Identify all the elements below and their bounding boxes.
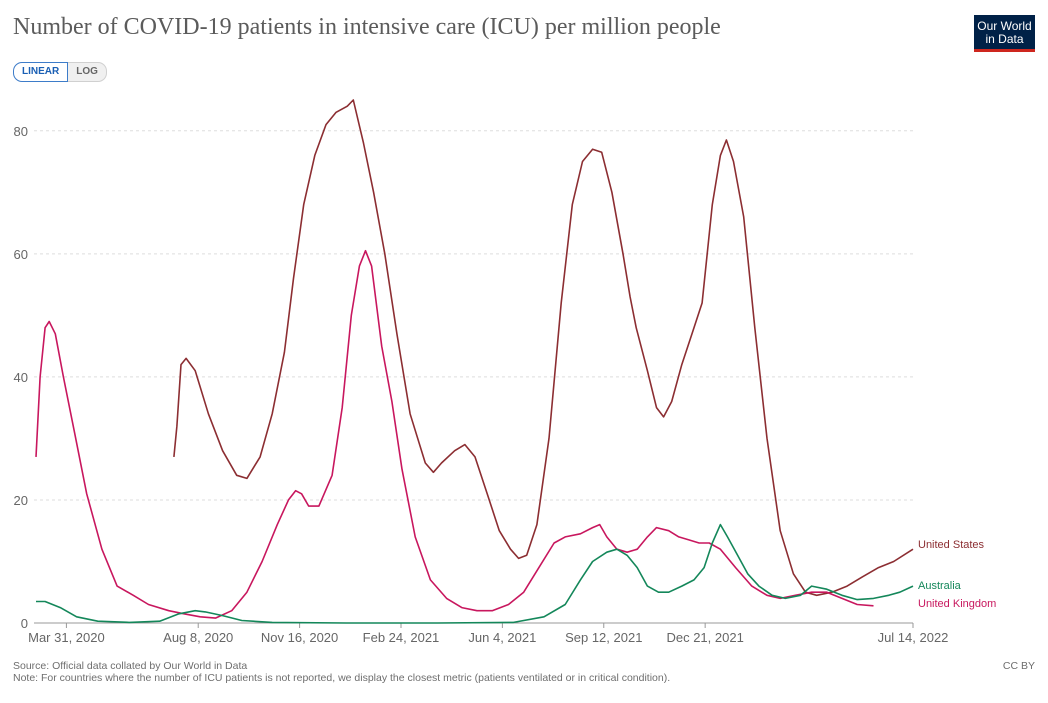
- x-tick-label: Mar 31, 2020: [28, 630, 105, 645]
- logo-line-1: Our World: [977, 19, 1032, 33]
- license-link[interactable]: CC BY: [1002, 660, 1035, 672]
- logo-line-2: in Data: [985, 32, 1024, 46]
- series-layer: [35, 99, 914, 624]
- y-axis-labels: 0 20 40 60 80: [14, 124, 28, 631]
- y-tick-label: 0: [21, 616, 28, 631]
- x-tick-label: Feb 24, 2021: [363, 630, 440, 645]
- x-tick-label: Jun 4, 2021: [468, 630, 536, 645]
- series-label-australia[interactable]: Australia: [918, 580, 962, 592]
- x-tick-label: Nov 16, 2020: [261, 630, 338, 645]
- source-text: Source: Official data collated by Our Wo…: [13, 660, 248, 672]
- grid-layer: [34, 130, 913, 624]
- series-line-australia[interactable]: [36, 523, 914, 624]
- series-line-united-states[interactable]: [173, 99, 914, 597]
- x-tick-label: Jul 14, 2022: [878, 630, 949, 645]
- x-tick-label: Sep 12, 2021: [565, 630, 642, 645]
- log-scale-button[interactable]: LOG: [68, 62, 107, 82]
- x-tick-label: Dec 21, 2021: [666, 630, 743, 645]
- series-line-united-kingdom[interactable]: [35, 249, 874, 619]
- owid-logo[interactable]: Our World in Data: [974, 15, 1035, 52]
- logo-accent-bar: [974, 49, 1035, 52]
- series-label-united-states[interactable]: United States: [918, 539, 985, 551]
- y-tick-label: 20: [14, 493, 28, 508]
- y-tick-label: 80: [14, 124, 28, 139]
- y-tick-label: 60: [14, 247, 28, 262]
- footer-notes: Source: Official data collated by Our Wo…: [13, 660, 670, 684]
- scale-toggle: LINEAR LOG: [13, 62, 107, 82]
- x-axis-labels: Mar 31, 2020 Aug 8, 2020 Nov 16, 2020 Feb 2…: [28, 623, 948, 645]
- note-text: Note: For countries where the number of …: [13, 672, 671, 684]
- x-tick-label: Aug 8, 2020: [163, 630, 233, 645]
- line-chart: 0 20 40 60 80 Mar 31, 2020 Aug 8, 2020 Nov 16,…: [14, 99, 996, 645]
- series-label-united-kingdom[interactable]: United Kingdom: [918, 598, 996, 610]
- y-tick-label: 40: [14, 370, 28, 385]
- series-labels: United States United Kingdom Australia: [918, 539, 996, 610]
- linear-scale-button[interactable]: LINEAR: [13, 62, 69, 82]
- chart-title: Number of COVID-19 patients in intensive…: [13, 14, 721, 40]
